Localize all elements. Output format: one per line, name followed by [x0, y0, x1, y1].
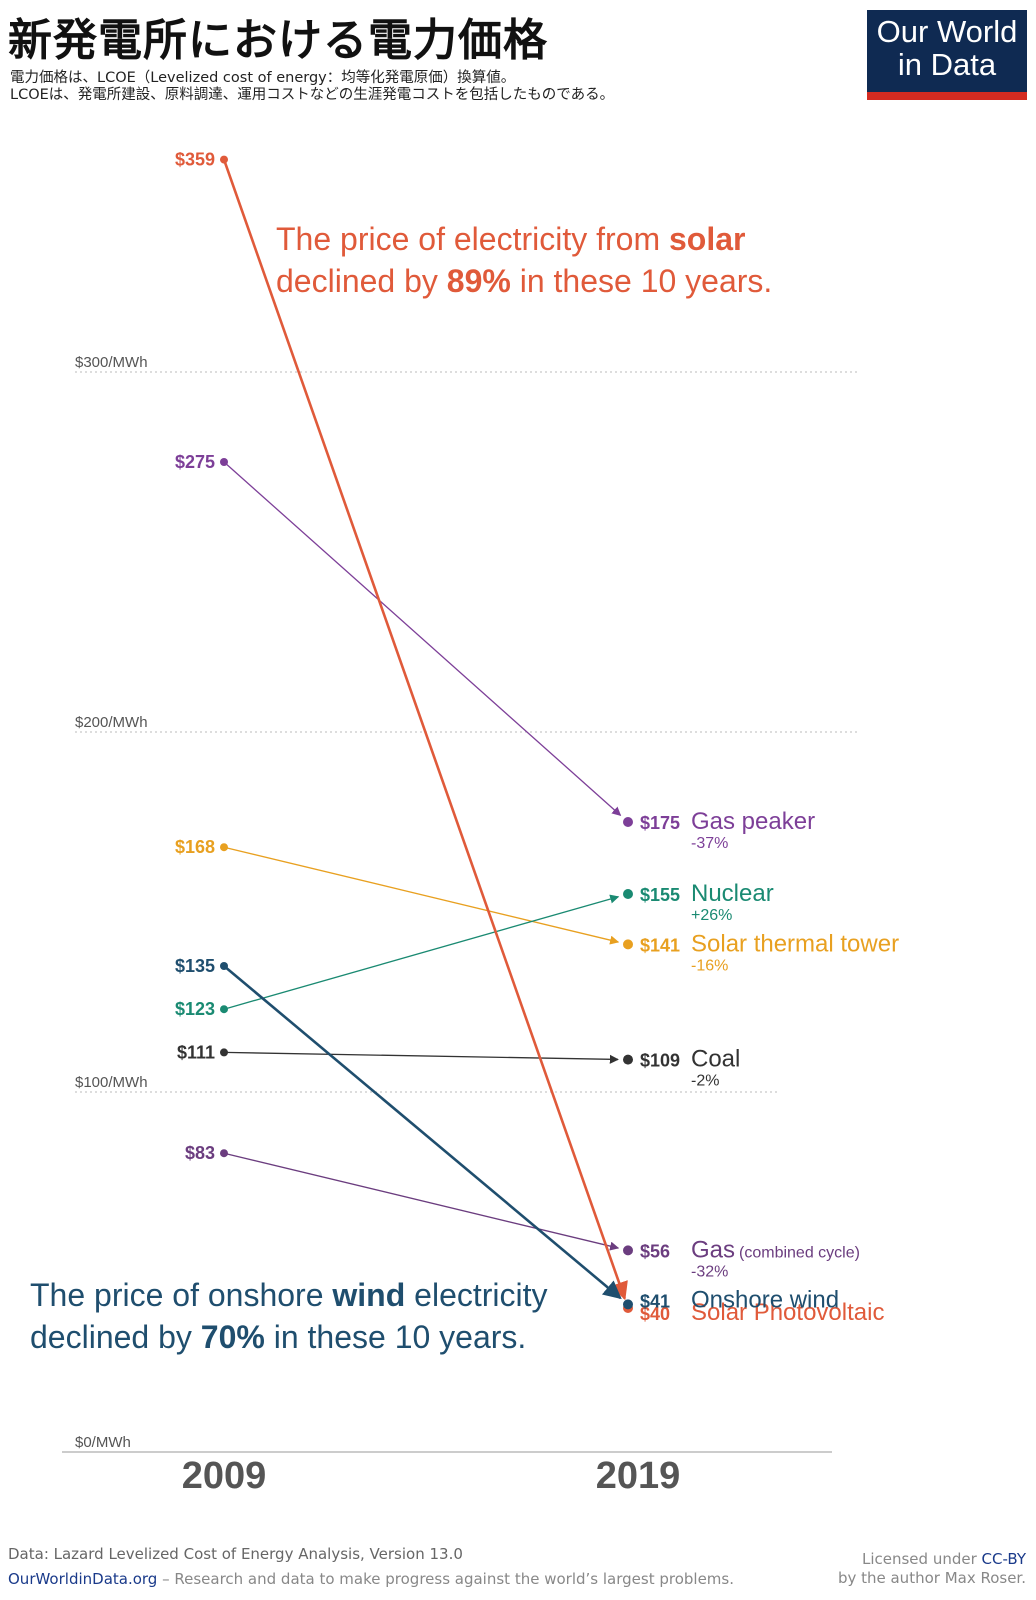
- tagline-text: – Research and data to make progress aga…: [157, 1570, 734, 1588]
- value-label-2019-solar-photovoltaic: $40: [640, 1304, 670, 1324]
- series-line-solar-thermal-tower: [223, 846, 620, 945]
- point-2019-solar-thermal-tower: [623, 939, 633, 950]
- point-2019-coal: [623, 1054, 633, 1065]
- point-2019-nuclear: [623, 889, 633, 899]
- site-tagline: OurWorldinData.org – Research and data t…: [8, 1570, 734, 1588]
- change-label-coal: -2%: [691, 1073, 719, 1090]
- series-line-coal: [223, 1051, 619, 1064]
- value-label-2019-coal: $109: [640, 1051, 680, 1071]
- slope-chart: $300/MWh $200/MWh $100/MWh $0/MWh 2009 2019 $2…: [30, 150, 899, 1497]
- logo-line-2: in Data: [897, 47, 997, 82]
- site-link[interactable]: OurWorldinData.org: [8, 1570, 158, 1588]
- value-label-2009-onshore-wind: $135: [175, 956, 215, 976]
- series-name-solar-photovoltaic: Solar Photovoltaic: [691, 1299, 884, 1326]
- point-2009-gas-peaker: [220, 458, 228, 466]
- value-label-2009-coal: $111: [177, 1042, 215, 1062]
- series-line-gas: [223, 1152, 620, 1251]
- value-label-2009-solar-thermal-tower: $168: [175, 837, 215, 857]
- series-line-onshore-wind: [223, 965, 622, 1300]
- y-tick-label: $0/MWh: [75, 1434, 131, 1451]
- series-name-gas-peaker: Gas peaker: [691, 808, 815, 835]
- series-name-coal: Coal: [691, 1046, 740, 1073]
- series-line-gas-peaker: [223, 461, 622, 816]
- point-2019-onshore-wind: [623, 1299, 633, 1310]
- license-prefix: Licensed under: [861, 1550, 982, 1568]
- change-label-nuclear: +26%: [691, 907, 732, 924]
- annotation-solar-line-1: The price of electricity from solar: [276, 221, 745, 257]
- subtitle-line-1: 電力価格は、LCOE（Levelized cost of energy：均等化発…: [10, 70, 516, 86]
- change-label-solar-thermal-tower: -16%: [691, 957, 728, 974]
- point-2019-gas: [623, 1245, 633, 1256]
- series-name-onshore-wind: Onshore wind: [691, 1286, 839, 1313]
- change-label-gas-peaker: -37%: [691, 835, 728, 852]
- series-name-nuclear: Nuclear: [691, 880, 774, 907]
- point-2009-solar-thermal-tower: [220, 843, 228, 852]
- value-label-2019-gas: $56: [640, 1241, 670, 1261]
- value-label-2019-gas-peaker: $175: [640, 813, 680, 833]
- license-note: Licensed under CC-BY by the author Max R…: [838, 1550, 1026, 1588]
- license-line: Licensed under CC-BY: [838, 1550, 1026, 1569]
- subtitle-line-2: LCOEは、発電所建設、原料調達、運用コストなどの生涯発電コストを包括したもので…: [10, 87, 615, 103]
- series-name-solar-thermal-tower: Solar thermal tower: [691, 930, 899, 957]
- x-tick-label-2019: 2019: [596, 1455, 681, 1497]
- annotation-solar-line-2: declined by 89% in these 10 years.: [276, 263, 772, 299]
- value-label-2019-nuclear: $155: [640, 885, 680, 905]
- value-label-2009-nuclear: $123: [175, 999, 215, 1019]
- value-label-2009-solar-photovoltaic: $359: [175, 150, 215, 170]
- point-2009-solar-photovoltaic: [220, 155, 228, 164]
- y-tick-label: $200/MWh: [75, 714, 148, 731]
- logo-red-bar: [867, 92, 1027, 100]
- annotation-wind-line-2: declined by 70% in these 10 years.: [30, 1319, 526, 1355]
- point-2019-gas-peaker: [623, 817, 633, 827]
- point-2009-gas: [220, 1149, 228, 1158]
- value-label-2009-gas: $83: [185, 1143, 215, 1163]
- series-line-solar-photovoltaic: [222, 159, 628, 1301]
- chart-title: 新発電所における電力価格: [8, 15, 548, 66]
- value-label-2009-gas-peaker: $275: [175, 452, 215, 472]
- annotation-wind-line-1: The price of onshore wind electricity: [30, 1277, 548, 1313]
- series-name-gas: Gas (combined cycle): [691, 1236, 860, 1263]
- value-label-2019-solar-thermal-tower: $141: [640, 935, 680, 955]
- value-label-2019-onshore-wind: $41: [640, 1291, 670, 1311]
- logo-line-1: Our World: [876, 14, 1018, 49]
- license-link[interactable]: CC-BY: [981, 1550, 1026, 1568]
- point-2009-nuclear: [220, 1005, 228, 1014]
- author-line: by the author Max Roser.: [837, 1569, 1026, 1587]
- our-world-in-data-logo[interactable]: Our World in Data: [867, 10, 1027, 100]
- series-line-nuclear: [223, 894, 620, 1010]
- point-2009-onshore-wind: [220, 962, 228, 970]
- y-tick-label: $300/MWh: [75, 354, 148, 371]
- chart-subtitle: 電力価格は、LCOE（Levelized cost of energy：均等化発…: [10, 70, 614, 104]
- point-2009-coal: [220, 1048, 228, 1057]
- data-source: Data: Lazard Levelized Cost of Energy An…: [8, 1545, 463, 1563]
- change-label-gas: -32%: [691, 1263, 728, 1280]
- y-tick-label: $100/MWh: [75, 1074, 148, 1091]
- x-tick-label-2009: 2009: [182, 1455, 267, 1497]
